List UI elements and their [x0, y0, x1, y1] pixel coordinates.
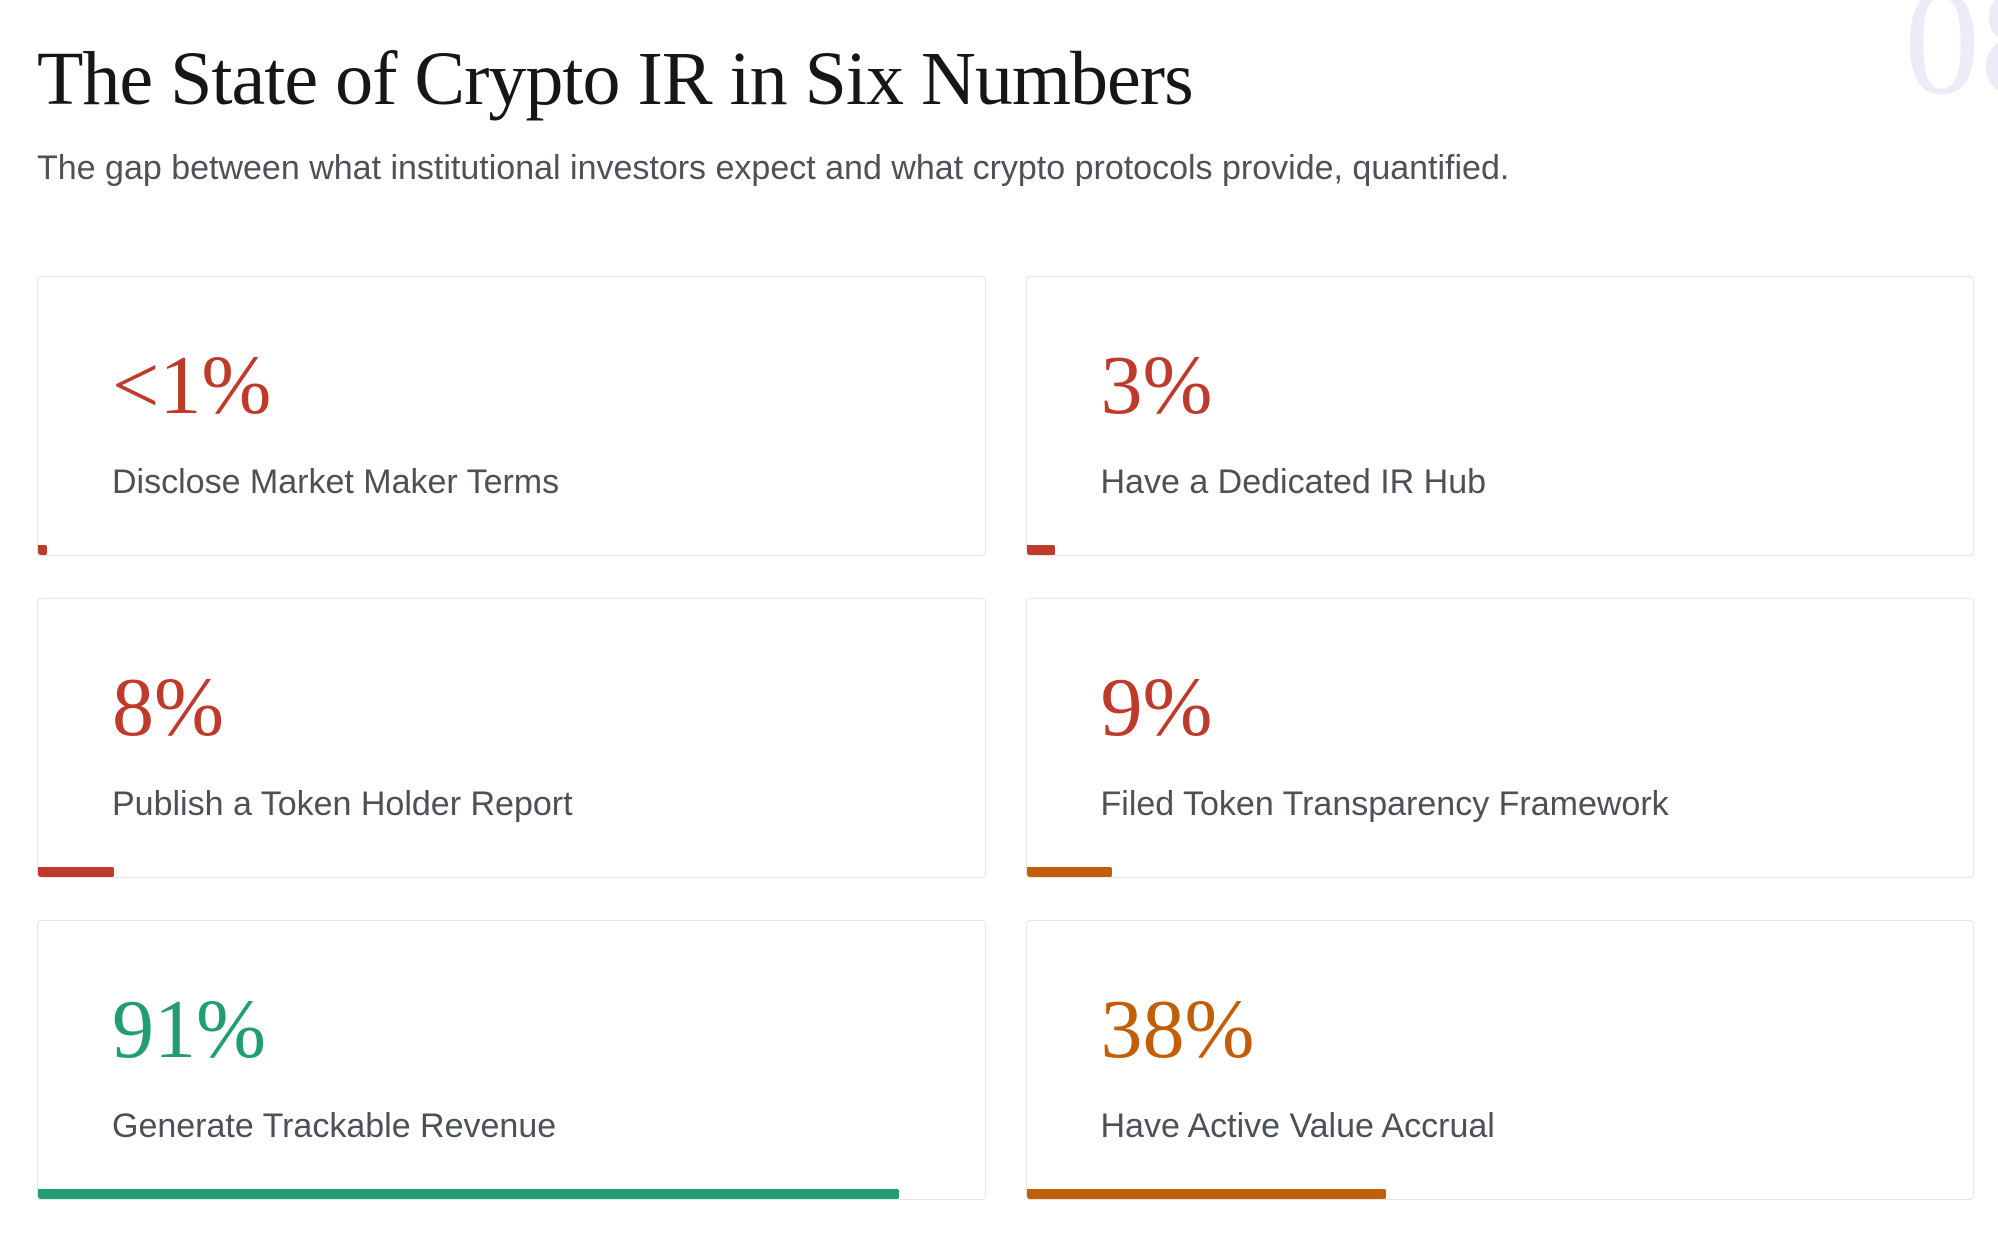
progress-bar: [38, 867, 114, 878]
progress-bar: [38, 545, 47, 556]
stat-label: Generate Trackable Revenue: [112, 1106, 557, 1145]
stat-label: Disclose Market Maker Terms: [112, 462, 560, 501]
progress-bar: [1026, 867, 1112, 878]
stats-grid: <1% Disclose Market Maker Terms 3% Have …: [37, 276, 1974, 1201]
stat-label: Have Active Value Accrual: [1100, 1106, 1495, 1145]
stat-value: 91%: [112, 982, 266, 1076]
stat-label: Filed Token Transparency Framework: [1100, 784, 1669, 823]
progress-bar: [38, 1189, 900, 1200]
stat-card-disclose-market-maker-terms: <1% Disclose Market Maker Terms: [37, 276, 986, 557]
stat-value: 3%: [1100, 338, 1213, 432]
stat-card-active-value-accrual: 38% Have Active Value Accrual: [1025, 920, 1974, 1201]
stat-value: 38%: [1100, 982, 1255, 1076]
stat-label: Publish a Token Holder Report: [112, 784, 573, 823]
stat-card-dedicated-ir-hub: 3% Have a Dedicated IR Hub: [1025, 276, 1974, 557]
page-subtitle: The gap between what institutional inves…: [37, 148, 1510, 187]
page-title: The State of Crypto IR in Six Numbers: [37, 37, 1194, 121]
stat-label: Have a Dedicated IR Hub: [1100, 462, 1487, 501]
page-number-watermark: 08: [1904, 0, 1998, 126]
stat-value: 8%: [112, 660, 224, 754]
stat-card-token-transparency-framework: 9% Filed Token Transparency Framework: [1025, 598, 1974, 879]
stat-card-trackable-revenue: 91% Generate Trackable Revenue: [37, 920, 986, 1201]
stat-card-token-holder-report: 8% Publish a Token Holder Report: [37, 598, 986, 879]
stat-value: 9%: [1100, 660, 1213, 754]
progress-bar: [1026, 1189, 1387, 1200]
stat-value: <1%: [112, 338, 272, 432]
progress-bar: [1026, 545, 1055, 556]
